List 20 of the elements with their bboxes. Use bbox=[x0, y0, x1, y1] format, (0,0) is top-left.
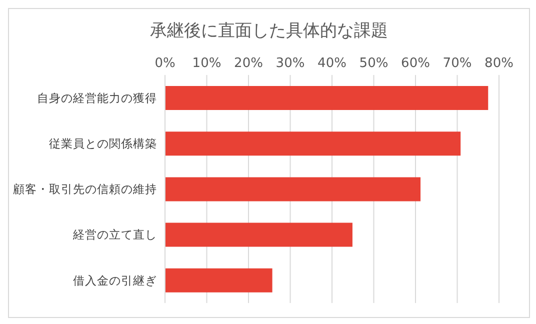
bar bbox=[165, 86, 488, 110]
x-tick-label: 30% bbox=[276, 56, 305, 71]
bar bbox=[165, 222, 352, 247]
y-tick-label: 自身の経営能力の獲得 bbox=[37, 90, 157, 105]
bar bbox=[165, 268, 272, 292]
y-tick-label: 経営の立て直し bbox=[72, 228, 157, 242]
y-tick-label: 顧客・取引先の信頼の維持 bbox=[13, 182, 157, 196]
y-tick-label: 借入金の引継ぎ bbox=[73, 273, 157, 288]
chart-title: 承継後に直面した具体的な課題 bbox=[149, 20, 389, 43]
x-tick-label: 0% bbox=[154, 56, 176, 71]
bar bbox=[165, 132, 461, 156]
x-tick-label: 10% bbox=[192, 56, 222, 71]
x-tick-label: 80% bbox=[484, 56, 514, 71]
x-tick-label: 20% bbox=[234, 56, 263, 71]
bar bbox=[165, 177, 421, 202]
x-tick-label: 50% bbox=[359, 56, 388, 71]
x-tick-label: 40% bbox=[318, 56, 346, 71]
y-tick-label: 従業員との関係構築 bbox=[49, 136, 157, 150]
x-tick-label: 60% bbox=[401, 56, 430, 71]
x-tick-label: 70% bbox=[442, 56, 472, 71]
